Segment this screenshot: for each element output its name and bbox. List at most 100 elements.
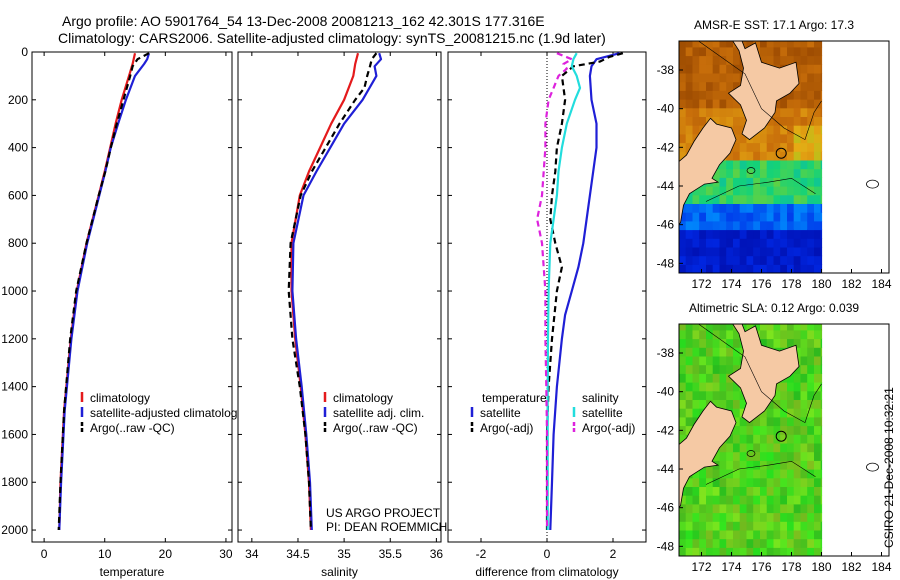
grid-cell bbox=[793, 486, 801, 496]
grid-cell bbox=[706, 347, 714, 357]
grid-cell bbox=[685, 495, 693, 505]
grid-cell bbox=[814, 425, 822, 435]
grid-cell bbox=[787, 324, 795, 331]
grid-cell bbox=[753, 469, 761, 479]
grid-cell bbox=[800, 329, 808, 340]
grid-cell bbox=[692, 529, 700, 540]
grid-cell bbox=[820, 168, 823, 178]
grid-cell bbox=[814, 382, 822, 392]
grid-cell bbox=[787, 159, 795, 170]
x-axis-label: temperature bbox=[100, 565, 165, 579]
grid-cell bbox=[753, 324, 761, 331]
grid-cell bbox=[766, 486, 774, 496]
grid-cell bbox=[733, 255, 741, 265]
grid-cell bbox=[739, 503, 747, 514]
grid-cell bbox=[773, 159, 781, 170]
grid-cell bbox=[773, 116, 781, 126]
x-tick-label: 10 bbox=[98, 547, 112, 561]
grid-cell bbox=[719, 212, 727, 222]
grid-cell bbox=[733, 469, 741, 479]
grid-cell bbox=[793, 495, 801, 505]
grid-cell bbox=[726, 220, 734, 231]
grid-cell bbox=[800, 364, 808, 374]
grid-cell bbox=[692, 329, 700, 340]
grid-cell bbox=[793, 46, 801, 57]
grid-cell bbox=[726, 238, 734, 248]
grid-cell bbox=[706, 547, 714, 556]
grid-cell bbox=[807, 246, 815, 257]
grid-cell bbox=[793, 151, 801, 161]
grid-cell bbox=[820, 72, 823, 83]
grid-cell bbox=[719, 107, 727, 117]
grid-cell bbox=[699, 382, 707, 392]
grid-cell bbox=[820, 399, 823, 409]
grid-cell bbox=[739, 460, 747, 470]
grid-cell bbox=[800, 373, 808, 383]
grid-cell bbox=[753, 238, 761, 248]
grid-cell bbox=[793, 116, 801, 126]
grid-cell bbox=[773, 521, 781, 531]
grid-cell bbox=[739, 434, 747, 444]
grid-cell bbox=[800, 425, 808, 435]
grid-cell bbox=[800, 177, 808, 187]
grid-cell bbox=[679, 41, 687, 48]
x-tick-label: 0 bbox=[544, 547, 551, 561]
grid-cell bbox=[766, 116, 774, 126]
grid-cell bbox=[760, 503, 768, 514]
grid-cell bbox=[733, 220, 741, 231]
grid-cell bbox=[719, 55, 727, 65]
grid-cell bbox=[800, 255, 808, 265]
grid-cell bbox=[719, 264, 727, 273]
grid-cell bbox=[733, 264, 741, 273]
grid-cell bbox=[793, 538, 801, 548]
grid-cell bbox=[793, 521, 801, 531]
plot-area bbox=[31, 51, 233, 543]
grid-cell bbox=[793, 159, 801, 170]
grid-cell bbox=[692, 186, 700, 196]
grid-cell bbox=[800, 434, 808, 444]
grid-cell bbox=[787, 203, 795, 213]
x-tick-label: 172 bbox=[691, 277, 711, 291]
grid-cell bbox=[780, 46, 788, 57]
grid-cell bbox=[746, 159, 754, 170]
grid-cell bbox=[773, 399, 781, 409]
grid-cell bbox=[706, 503, 714, 514]
grid-cell bbox=[807, 203, 815, 213]
grid-cell bbox=[692, 125, 700, 135]
grid-cell bbox=[679, 364, 687, 374]
x-tick-label: 35.5 bbox=[379, 547, 403, 561]
grid-cell bbox=[733, 529, 741, 540]
grid-cell bbox=[800, 203, 808, 213]
grid-cell bbox=[699, 90, 707, 100]
grid-cell bbox=[739, 264, 747, 273]
grid-cell bbox=[712, 72, 720, 83]
grid-cell bbox=[699, 255, 707, 265]
grid-cell bbox=[800, 64, 808, 74]
grid-cell bbox=[766, 495, 774, 505]
grid-cell bbox=[814, 521, 822, 531]
grid-cell bbox=[807, 486, 815, 496]
grid-cell bbox=[746, 264, 754, 273]
grid-cell bbox=[699, 116, 707, 126]
grid-cell bbox=[692, 203, 700, 213]
grid-cell bbox=[820, 194, 823, 204]
grid-cell bbox=[787, 547, 795, 556]
grid-cell bbox=[692, 238, 700, 248]
y-tick-label: -38 bbox=[657, 63, 675, 77]
grid-cell bbox=[773, 451, 781, 461]
grid-cell bbox=[760, 434, 768, 444]
grid-cell bbox=[685, 238, 693, 248]
grid-cell bbox=[820, 538, 823, 548]
grid-cell bbox=[814, 125, 822, 135]
grid-cell bbox=[820, 324, 823, 331]
sst-map-panel: 172 174 176 178 180 182 184 -38 -40 -42 -44 -46 -48 A… bbox=[657, 18, 892, 291]
grid-cell bbox=[800, 442, 808, 453]
grid-cell bbox=[712, 81, 720, 91]
grid-cell bbox=[685, 64, 693, 74]
grid-cell bbox=[733, 238, 741, 248]
grid-cell bbox=[760, 547, 768, 556]
grid-cell bbox=[719, 382, 727, 392]
grid-cell bbox=[780, 495, 788, 505]
grid-cell bbox=[787, 382, 795, 392]
grid-cell bbox=[766, 512, 774, 522]
